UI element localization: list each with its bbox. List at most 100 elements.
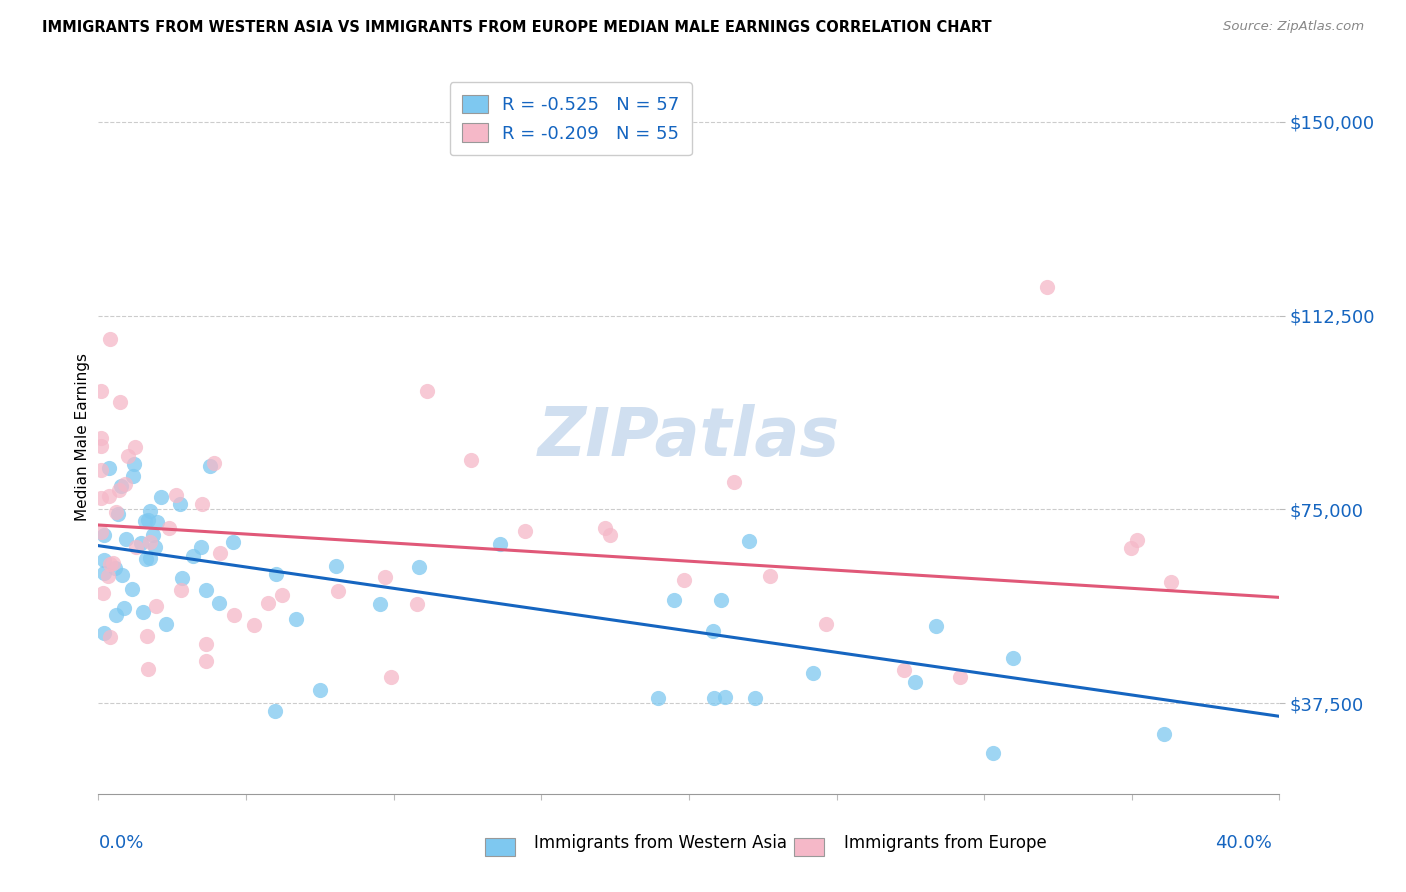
Point [714, 690, 737, 705]
Point [738, 533, 761, 548]
Point [1036, 280, 1059, 294]
Point [165, 488, 187, 502]
Point [112, 600, 135, 615]
Point [136, 513, 159, 527]
Point [195, 582, 218, 597]
Point [169, 497, 191, 511]
Point [90, 463, 112, 477]
Point [105, 608, 128, 623]
Point [981, 746, 1004, 760]
Point [124, 440, 146, 454]
Point [243, 617, 266, 632]
Point [132, 605, 155, 619]
Point [198, 459, 221, 474]
Point [172, 571, 194, 585]
Text: IMMIGRANTS FROM WESTERN ASIA VS IMMIGRANTS FROM EUROPE MEDIAN MALE EARNINGS CORR: IMMIGRANTS FROM WESTERN ASIA VS IMMIGRAN… [42, 20, 991, 35]
Point [139, 535, 162, 549]
Point [202, 456, 225, 470]
Point [98, 332, 121, 346]
Point [142, 528, 165, 542]
Point [135, 551, 157, 566]
Point [222, 534, 245, 549]
Point [1126, 533, 1149, 548]
Point [108, 395, 131, 409]
Point [264, 566, 287, 581]
Point [135, 629, 157, 643]
Point [374, 570, 396, 584]
Point [108, 483, 131, 498]
Point [91, 585, 114, 599]
Point [257, 597, 280, 611]
Point [224, 607, 246, 622]
Point [308, 682, 330, 697]
Point [100, 557, 122, 571]
Point [703, 690, 725, 705]
Text: Immigrants from Western Asia: Immigrants from Western Asia [534, 834, 787, 852]
Point [194, 654, 217, 668]
Text: 0.0%: 0.0% [98, 834, 143, 852]
Point [904, 674, 927, 689]
Text: ZIPatlas: ZIPatlas [538, 404, 839, 470]
Point [159, 521, 181, 535]
Point [593, 521, 616, 535]
Point [925, 618, 948, 632]
Point [208, 546, 231, 560]
Point [139, 504, 162, 518]
Point [672, 573, 695, 587]
Point [125, 540, 148, 554]
Text: Source: ZipAtlas.com: Source: ZipAtlas.com [1223, 20, 1364, 33]
Point [150, 490, 173, 504]
Point [90, 431, 112, 445]
Point [121, 582, 143, 596]
Point [104, 560, 127, 574]
Point [1001, 651, 1024, 665]
Point [93, 528, 115, 542]
Point [93, 566, 115, 580]
Point [207, 595, 229, 609]
Point [90, 439, 112, 453]
Point [146, 515, 169, 529]
Point [647, 691, 669, 706]
Point [1153, 727, 1175, 741]
Point [111, 568, 134, 582]
Point [328, 584, 350, 599]
Point [105, 505, 128, 519]
Point [949, 670, 972, 684]
Point [814, 616, 837, 631]
Point [98, 461, 121, 475]
Point [285, 611, 308, 625]
Point [107, 507, 129, 521]
Point [134, 514, 156, 528]
Point [264, 704, 287, 718]
Point [270, 588, 292, 602]
Point [101, 556, 124, 570]
Point [117, 449, 139, 463]
Point [599, 527, 621, 541]
Point [460, 452, 482, 467]
Point [97, 489, 120, 503]
Point [155, 616, 177, 631]
Point [380, 670, 402, 684]
Legend: R = -0.525   N = 57, R = -0.209   N = 55: R = -0.525 N = 57, R = -0.209 N = 55 [450, 82, 692, 155]
Point [93, 553, 115, 567]
Point [325, 558, 347, 573]
Point [90, 384, 112, 398]
Point [1121, 541, 1143, 555]
Point [190, 541, 212, 555]
Point [191, 497, 214, 511]
Point [710, 592, 733, 607]
Point [893, 663, 915, 677]
Point [488, 537, 510, 551]
Point [744, 690, 766, 705]
Point [170, 582, 193, 597]
Point [181, 549, 204, 563]
Point [138, 551, 160, 566]
Point [801, 665, 824, 680]
Point [194, 637, 217, 651]
Point [1160, 575, 1182, 590]
Point [136, 662, 159, 676]
Point [408, 560, 430, 574]
Point [93, 625, 115, 640]
Point [405, 597, 427, 611]
Point [110, 478, 132, 492]
